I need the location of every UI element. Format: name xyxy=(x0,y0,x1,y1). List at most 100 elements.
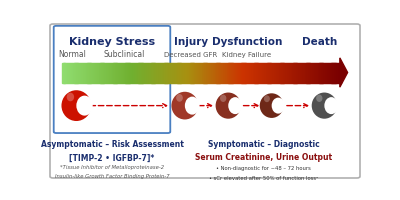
Bar xyxy=(82,62,83,83)
Bar xyxy=(159,62,160,83)
Bar xyxy=(265,62,266,83)
Bar xyxy=(136,62,137,83)
Bar xyxy=(223,62,224,83)
Bar xyxy=(140,62,141,83)
Bar xyxy=(335,62,336,83)
Bar xyxy=(152,62,153,83)
Bar xyxy=(338,62,339,83)
Bar xyxy=(301,62,302,83)
Bar xyxy=(202,62,203,83)
Bar xyxy=(165,62,167,83)
Bar xyxy=(274,62,275,83)
Bar xyxy=(252,62,253,83)
Bar xyxy=(254,62,256,83)
Bar xyxy=(225,62,226,83)
Bar xyxy=(260,62,261,83)
Bar xyxy=(158,62,159,83)
Bar xyxy=(208,62,209,83)
Ellipse shape xyxy=(312,93,337,119)
Bar xyxy=(275,62,276,83)
Bar xyxy=(70,62,71,83)
Bar xyxy=(97,62,98,83)
Ellipse shape xyxy=(172,92,198,119)
Bar xyxy=(194,62,196,83)
Bar xyxy=(131,62,132,83)
Ellipse shape xyxy=(216,93,241,119)
Bar xyxy=(157,62,158,83)
Bar xyxy=(314,62,315,83)
Bar xyxy=(114,62,115,83)
Bar xyxy=(176,62,177,83)
Bar xyxy=(313,62,314,83)
Polygon shape xyxy=(340,58,348,87)
Bar xyxy=(162,62,163,83)
Bar xyxy=(129,62,130,83)
Bar xyxy=(172,62,173,83)
Bar xyxy=(92,62,93,83)
Bar xyxy=(186,62,187,83)
Bar xyxy=(204,62,206,83)
Bar xyxy=(299,62,300,83)
Bar xyxy=(153,62,154,83)
Bar xyxy=(321,62,322,83)
Bar xyxy=(240,62,241,83)
Bar xyxy=(170,62,171,83)
Bar xyxy=(207,62,208,83)
Bar xyxy=(339,62,340,83)
Ellipse shape xyxy=(272,98,285,114)
Bar xyxy=(302,62,303,83)
Bar xyxy=(294,62,296,83)
Bar xyxy=(318,62,320,83)
Bar xyxy=(206,62,208,83)
Bar xyxy=(190,62,192,83)
Bar xyxy=(109,62,110,83)
Bar xyxy=(242,62,243,83)
Bar xyxy=(100,62,102,83)
Bar xyxy=(232,62,234,83)
Bar xyxy=(197,62,198,83)
Bar xyxy=(295,62,296,83)
Text: Injury: Injury xyxy=(174,37,208,47)
Bar xyxy=(144,62,145,83)
Bar xyxy=(273,62,274,83)
Bar xyxy=(298,62,299,83)
Bar xyxy=(183,62,184,83)
Bar xyxy=(230,62,232,83)
Bar xyxy=(212,62,213,83)
FancyBboxPatch shape xyxy=(54,26,170,133)
Bar xyxy=(193,62,194,83)
Bar xyxy=(307,62,309,83)
Bar xyxy=(269,62,270,83)
Bar xyxy=(294,62,295,83)
Bar xyxy=(283,62,284,83)
Ellipse shape xyxy=(176,94,183,102)
Bar xyxy=(216,62,218,83)
Bar xyxy=(120,62,121,83)
Bar xyxy=(290,62,291,83)
Bar xyxy=(204,62,205,83)
Bar xyxy=(251,62,252,83)
Bar xyxy=(253,62,254,83)
Bar xyxy=(205,62,206,83)
Bar xyxy=(268,62,270,83)
Bar xyxy=(147,62,148,83)
Ellipse shape xyxy=(324,97,338,114)
Bar xyxy=(68,62,69,83)
Bar xyxy=(89,62,90,83)
Bar xyxy=(236,62,237,83)
Text: • Non-diagnostic for ~48 – 72 hours: • Non-diagnostic for ~48 – 72 hours xyxy=(216,166,311,171)
Text: Insulin-like Growth Factor Binding Protein-7: Insulin-like Growth Factor Binding Prote… xyxy=(55,174,169,179)
Bar xyxy=(98,62,100,83)
Text: Kidney Failure: Kidney Failure xyxy=(222,52,272,58)
Bar xyxy=(86,62,87,83)
Bar xyxy=(214,62,215,83)
Bar xyxy=(210,62,211,83)
Bar xyxy=(167,62,168,83)
Bar xyxy=(296,62,298,83)
Bar xyxy=(304,62,305,83)
Bar xyxy=(281,62,283,83)
Text: Kidney Stress: Kidney Stress xyxy=(69,37,155,47)
Bar xyxy=(75,62,77,83)
Bar xyxy=(280,62,281,83)
Bar xyxy=(81,62,82,83)
